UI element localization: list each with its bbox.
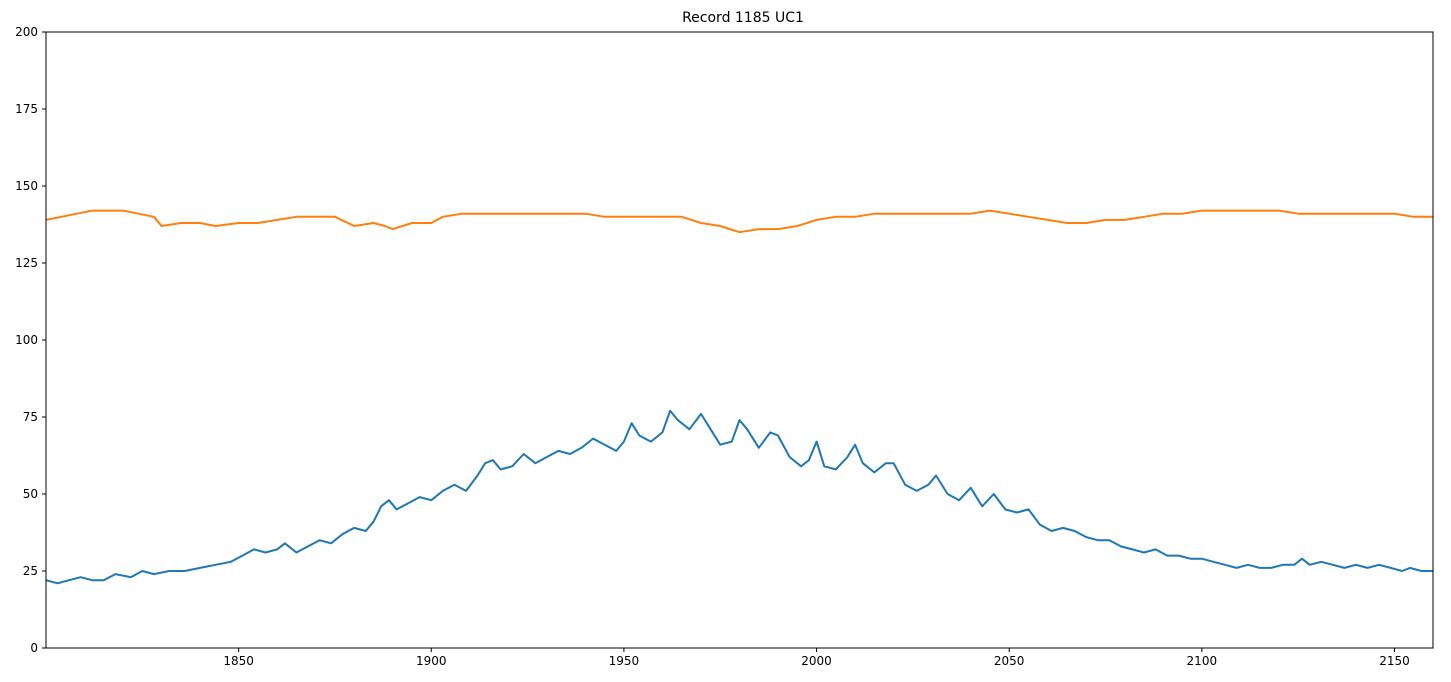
x-tick-label: 1850 bbox=[223, 654, 254, 668]
y-tick-label: 0 bbox=[30, 641, 38, 655]
chart-title: Record 1185 UC1 bbox=[682, 10, 804, 26]
x-tick-label: 2100 bbox=[1187, 654, 1218, 668]
y-axis-ticks: 0 25 50 75 100 125 150 175 200 bbox=[15, 25, 46, 655]
y-tick-label: 125 bbox=[15, 256, 38, 270]
y-tick-label: 75 bbox=[23, 410, 38, 424]
series-line-2 bbox=[45, 209, 1433, 234]
y-tick-label: 200 bbox=[15, 25, 38, 39]
x-tick-label: 2050 bbox=[994, 654, 1025, 668]
series-layer bbox=[45, 209, 1433, 585]
x-tick-label: 1900 bbox=[416, 654, 447, 668]
x-axis-ticks: 1850 1900 1950 2000 2050 2100 2150 bbox=[223, 648, 1410, 668]
y-tick-label: 150 bbox=[15, 179, 38, 193]
y-tick-label: 25 bbox=[23, 564, 38, 578]
x-tick-label: 2000 bbox=[801, 654, 832, 668]
x-tick-label: 2150 bbox=[1379, 654, 1410, 668]
series-line-1 bbox=[45, 409, 1433, 585]
plot-frame bbox=[45, 31, 1434, 649]
y-tick-label: 50 bbox=[23, 487, 38, 501]
y-tick-label: 100 bbox=[15, 333, 38, 347]
y-tick-label: 175 bbox=[15, 102, 38, 116]
x-tick-label: 1950 bbox=[609, 654, 640, 668]
